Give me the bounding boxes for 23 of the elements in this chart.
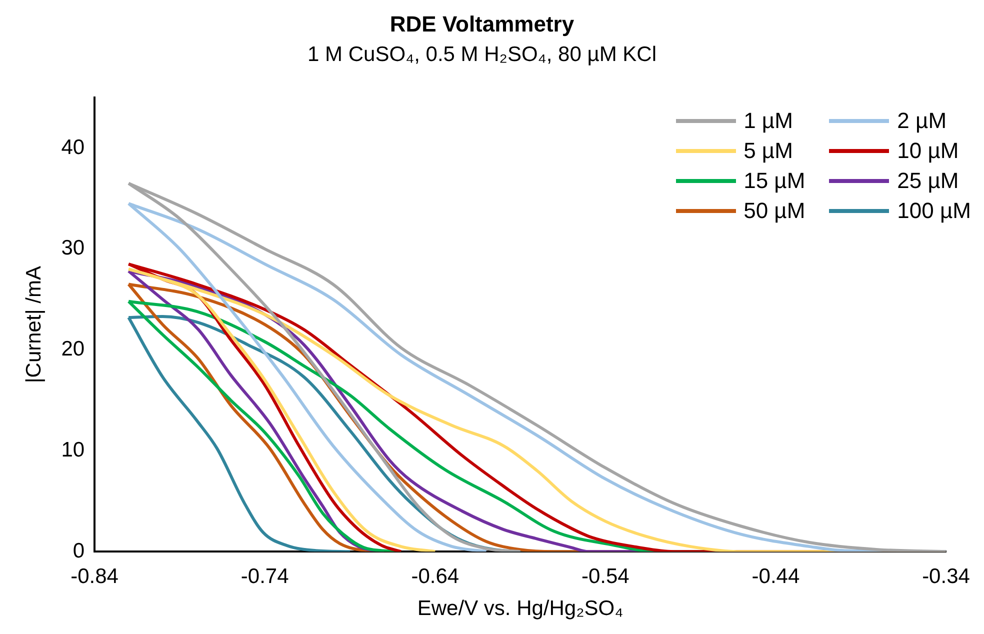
legend-label: 1 µM bbox=[744, 108, 793, 134]
legend-label: 50 µM bbox=[744, 198, 806, 224]
x-tick-label: -0.74 bbox=[240, 564, 290, 588]
x-tick-label: -0.34 bbox=[922, 564, 970, 588]
y-tick-label: 0 bbox=[72, 539, 85, 562]
y-tick-label: 20 bbox=[61, 338, 85, 361]
chart-title: RDE Voltammetry bbox=[390, 11, 575, 36]
x-tick-label: -0.64 bbox=[411, 564, 460, 588]
y-axis-title: |Curnet| /mA bbox=[22, 266, 46, 384]
y-tick-label: 30 bbox=[61, 236, 85, 260]
y-tick-label: 10 bbox=[61, 438, 85, 462]
x-tick-label: -0.54 bbox=[581, 564, 630, 588]
chart-subtitle: 1 M CuSO₄, 0.5 M H₂SO₄, 80 µM KCl bbox=[308, 42, 656, 66]
x-tick-label: -0.84 bbox=[70, 564, 119, 588]
x-tick-label: -0.44 bbox=[752, 564, 800, 588]
legend-label: 100 µM bbox=[897, 198, 971, 224]
legend-label: 25 µM bbox=[897, 168, 959, 194]
legend-label: 2 µM bbox=[897, 108, 947, 134]
y-tick-label: 40 bbox=[61, 136, 85, 159]
legend-label: 5 µM bbox=[744, 138, 793, 164]
legend-label: 15 µM bbox=[744, 168, 806, 194]
legend-label: 10 µM bbox=[897, 138, 959, 164]
x-axis-title: Ewe/V vs. Hg/Hg₂SO₄ bbox=[417, 597, 624, 620]
